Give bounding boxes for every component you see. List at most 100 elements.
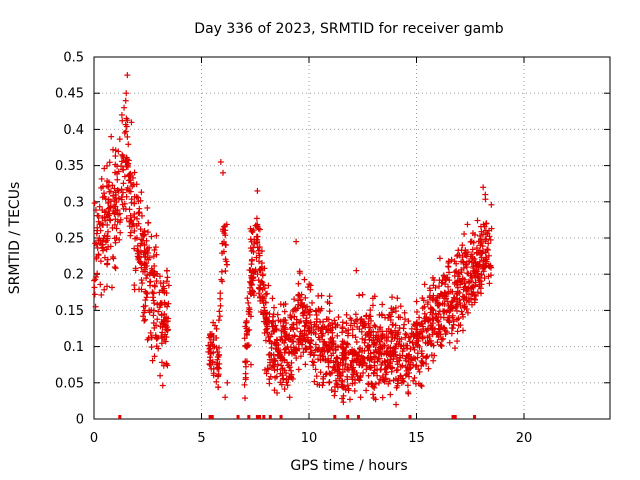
data-point <box>436 255 443 262</box>
data-point <box>278 362 285 369</box>
data-point <box>307 282 314 289</box>
data-point <box>246 267 253 274</box>
data-point <box>253 254 260 261</box>
data-point <box>216 344 223 351</box>
data-point <box>407 333 414 340</box>
data-point <box>402 330 409 337</box>
data-point <box>335 366 342 373</box>
data-point <box>454 308 461 315</box>
data-point <box>105 228 112 235</box>
data-point <box>353 369 360 376</box>
data-point <box>113 225 120 232</box>
data-point <box>161 285 168 292</box>
data-point <box>445 302 452 309</box>
data-point <box>327 335 334 342</box>
data-point <box>359 291 366 298</box>
data-point <box>209 359 216 366</box>
data-point <box>123 215 130 222</box>
data-point <box>259 271 266 278</box>
data-point <box>449 304 456 311</box>
data-point <box>460 294 467 301</box>
data-point <box>102 217 109 224</box>
data-point <box>409 339 416 346</box>
data-point <box>291 296 298 303</box>
data-point <box>153 278 160 285</box>
y-tick-label: 0.05 <box>55 376 84 391</box>
data-point <box>112 265 119 272</box>
data-point <box>452 345 459 352</box>
data-point <box>120 180 127 187</box>
data-point <box>256 258 263 265</box>
y-tick-label: 0.4 <box>63 123 84 138</box>
data-point <box>465 309 472 316</box>
data-point <box>104 233 111 240</box>
data-point <box>292 350 299 357</box>
data-point <box>383 337 390 344</box>
data-point <box>468 259 475 266</box>
data-point <box>440 335 447 342</box>
data-point <box>355 376 362 383</box>
data-point <box>154 316 161 323</box>
data-point <box>422 318 429 325</box>
data-point <box>418 383 425 390</box>
data-point <box>377 376 384 383</box>
data-point <box>294 305 301 312</box>
data-point <box>282 317 289 324</box>
data-point <box>324 299 331 306</box>
data-point <box>372 354 379 361</box>
data-point <box>214 348 221 355</box>
data-point <box>104 162 111 169</box>
data-point <box>302 294 309 301</box>
data-point <box>332 343 339 350</box>
data-point <box>459 254 466 261</box>
data-point <box>115 195 122 202</box>
data-point <box>486 233 493 240</box>
data-point <box>135 210 142 217</box>
data-point <box>110 192 117 199</box>
data-point <box>293 325 300 332</box>
data-point <box>139 212 146 219</box>
data-point <box>470 264 477 271</box>
data-point <box>449 305 456 312</box>
data-point <box>288 324 295 331</box>
data-point <box>371 362 378 369</box>
data-point <box>320 373 327 380</box>
data-point <box>127 218 134 225</box>
data-point <box>388 305 395 312</box>
data-point <box>217 290 224 297</box>
data-point <box>131 214 138 221</box>
data-point <box>389 347 396 354</box>
data-point <box>398 379 405 386</box>
data-point <box>141 247 148 254</box>
data-point <box>380 342 387 349</box>
data-point <box>283 370 290 377</box>
data-point <box>153 334 160 341</box>
y-tick-label: 0.35 <box>55 159 84 174</box>
data-point <box>299 341 306 348</box>
data-point <box>279 365 286 372</box>
data-point <box>151 300 158 307</box>
data-point <box>145 219 152 226</box>
data-point <box>249 275 256 282</box>
data-point <box>220 238 227 245</box>
data-point <box>111 185 118 192</box>
data-point <box>206 334 213 341</box>
x-tick-label: 0 <box>90 431 98 446</box>
data-point <box>481 264 488 271</box>
data-point <box>387 356 394 363</box>
data-point <box>448 325 455 332</box>
data-point <box>417 382 424 389</box>
data-point <box>391 335 398 342</box>
data-point <box>382 371 389 378</box>
data-point <box>343 320 350 327</box>
data-point <box>414 350 421 357</box>
data-point <box>344 340 351 347</box>
data-point <box>256 252 263 259</box>
data-point <box>224 261 231 268</box>
data-point <box>217 158 224 165</box>
data-point <box>284 359 291 366</box>
data-point <box>297 296 304 303</box>
data-point <box>424 301 431 308</box>
data-point <box>116 136 123 143</box>
data-point <box>461 230 468 237</box>
